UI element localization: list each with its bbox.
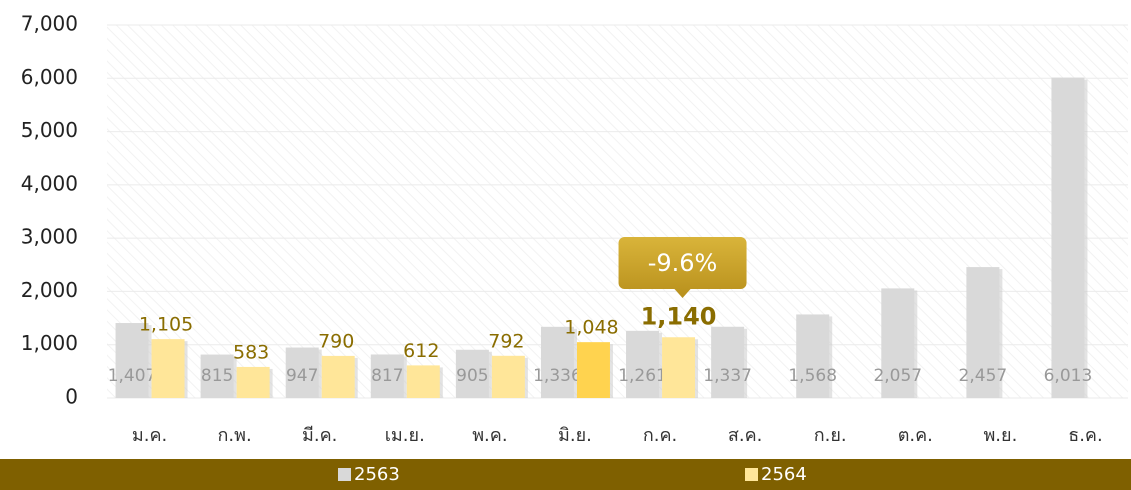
bar xyxy=(491,355,525,398)
bar xyxy=(200,354,234,398)
value-label: 1,336 xyxy=(533,366,582,386)
value-label: 2,457 xyxy=(959,366,1008,386)
value-label: 1,407 xyxy=(108,366,157,386)
bar xyxy=(662,337,696,398)
value-label: 1,261 xyxy=(618,366,667,386)
y-tick-label: 6,000 xyxy=(21,65,78,89)
value-label: 790 xyxy=(318,330,354,352)
y-tick-label: 5,000 xyxy=(21,118,78,142)
bar xyxy=(540,326,574,398)
bar xyxy=(406,365,440,398)
value-label: 947 xyxy=(286,366,318,386)
annotation: -9.6% xyxy=(648,249,718,277)
bar xyxy=(370,354,404,398)
y-tick-label: 1,000 xyxy=(21,331,78,355)
value-label: 1,337 xyxy=(703,366,752,386)
value-label: 2,057 xyxy=(873,366,922,386)
y-tick-label: 2,000 xyxy=(21,278,78,302)
value-label: 792 xyxy=(488,330,524,352)
legend-band xyxy=(0,459,1131,490)
bar xyxy=(455,349,489,398)
bar xyxy=(881,288,915,398)
bar xyxy=(796,314,830,398)
x-tick-label: ต.ค. xyxy=(898,425,933,446)
y-tick-label: 7,000 xyxy=(21,12,78,36)
legend-swatch xyxy=(745,468,758,481)
legend-label: 2564 xyxy=(761,464,807,485)
x-tick-label: มิ.ย. xyxy=(558,425,592,446)
legend-label: 2563 xyxy=(354,464,400,485)
value-label: 583 xyxy=(233,341,269,363)
bar xyxy=(151,339,185,398)
bar xyxy=(321,355,355,398)
x-tick-label: มี.ค. xyxy=(302,425,337,446)
x-tick-label: พ.ย. xyxy=(983,425,1017,446)
value-label: 815 xyxy=(201,366,233,386)
bar xyxy=(236,366,270,398)
x-tick-label: ส.ค. xyxy=(728,425,762,446)
value-label: 612 xyxy=(403,340,439,362)
value-label: 6,013 xyxy=(1044,366,1093,386)
value-label: 1,568 xyxy=(788,366,837,386)
bar xyxy=(711,326,745,398)
bar xyxy=(285,347,319,398)
x-tick-label: พ.ค. xyxy=(472,425,507,446)
plot-background xyxy=(107,25,1128,398)
annotation-box xyxy=(618,237,747,298)
legend-swatch xyxy=(338,468,351,481)
value-label: 1,105 xyxy=(139,314,193,336)
bar xyxy=(576,342,610,398)
x-tick-label: ธ.ค. xyxy=(1068,425,1102,446)
bar xyxy=(626,330,660,398)
value-label: 1,140 xyxy=(641,302,717,330)
bar xyxy=(1051,77,1085,398)
x-tick-label: ก.พ. xyxy=(218,425,252,446)
x-tick-label: ก.ย. xyxy=(814,425,847,446)
bar xyxy=(966,267,1000,398)
x-tick-label: ก.ค. xyxy=(643,425,677,446)
y-tick-label: 0 xyxy=(65,385,78,409)
y-tick-label: 4,000 xyxy=(21,171,78,195)
x-tick-label: ม.ค. xyxy=(132,425,167,446)
value-label: 1,048 xyxy=(564,317,618,339)
value-label: 905 xyxy=(456,366,488,386)
value-label: 817 xyxy=(371,366,403,386)
bar xyxy=(115,323,149,398)
x-tick-label: เม.ย. xyxy=(385,425,425,446)
y-tick-label: 3,000 xyxy=(21,225,78,249)
